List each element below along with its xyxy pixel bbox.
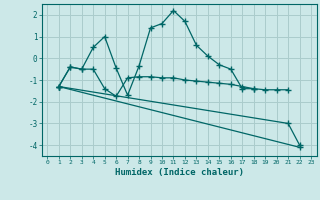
X-axis label: Humidex (Indice chaleur): Humidex (Indice chaleur)	[115, 168, 244, 177]
